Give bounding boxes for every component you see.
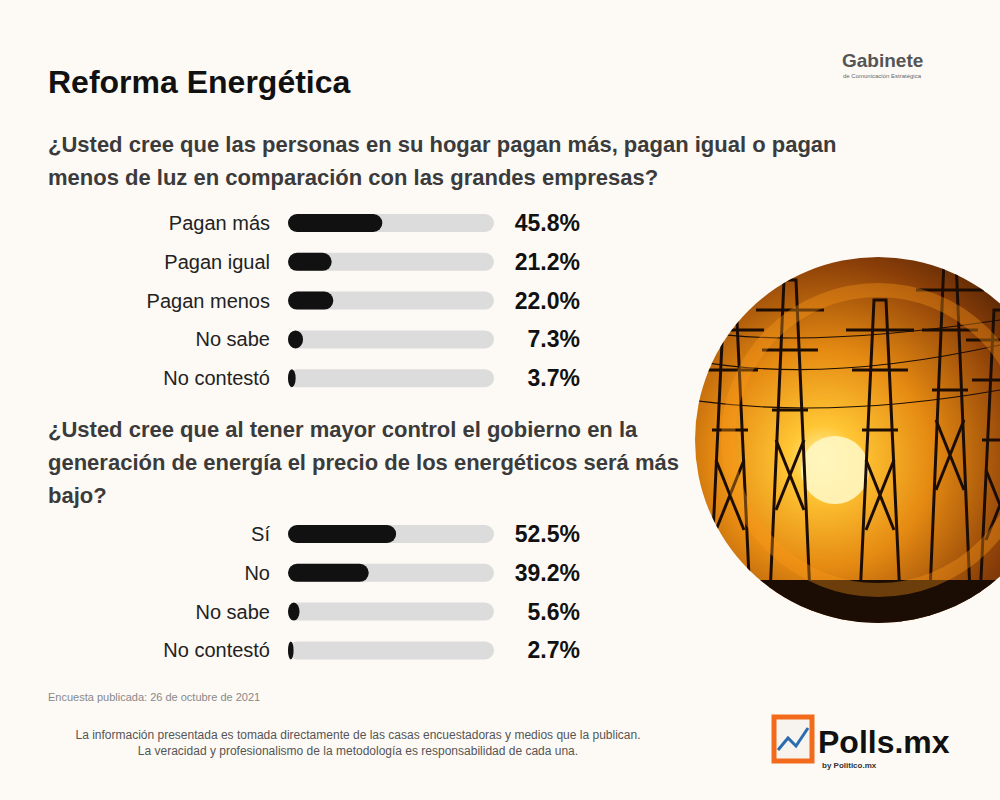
data-label: 45.8% xyxy=(515,210,580,236)
logo-subtitle: by Politico.mx xyxy=(822,761,876,771)
category-label: Sí xyxy=(251,523,270,545)
bar-track xyxy=(288,330,494,348)
category-label: No sabe xyxy=(196,601,271,623)
published-date: Encuesta publicada: 26 de octubre de 202… xyxy=(48,690,260,704)
data-label: 21.2% xyxy=(515,249,580,275)
bars xyxy=(288,525,396,659)
background-layer xyxy=(0,0,1000,800)
data-label: 2.7% xyxy=(528,637,580,663)
bar-track xyxy=(288,292,494,310)
category-label: No sabe xyxy=(196,328,271,350)
bar-tracks xyxy=(288,214,494,387)
photo xyxy=(690,250,1000,640)
page: Reforma Energética Gabinetede Comunicació… xyxy=(0,0,1000,800)
data-label: 22.0% xyxy=(515,288,580,314)
data-label: 52.5% xyxy=(515,521,580,547)
pylon-braces xyxy=(936,420,964,490)
bar xyxy=(288,525,396,543)
data-label: 7.3% xyxy=(528,326,580,352)
category-label: No contestó xyxy=(163,367,270,389)
bar xyxy=(288,330,303,348)
data-label: 5.6% xyxy=(528,599,580,625)
logo-text: Polls.mx xyxy=(818,724,950,760)
page-title: Reforma Energética xyxy=(48,64,350,100)
chart: Sí 52.5% No 39.2% No sabe 5.6% No contestó 2.7% xyxy=(163,521,580,663)
data-label: 39.2% xyxy=(515,560,580,586)
brand-subtitle: de Comunicación Estratégica xyxy=(843,72,921,80)
category-label: No contestó xyxy=(163,639,270,661)
pylon-braces xyxy=(776,440,804,510)
category-label: Pagan más xyxy=(169,212,270,234)
photo-sky xyxy=(690,250,1000,630)
pylon-braces xyxy=(866,460,894,530)
bar xyxy=(288,603,300,621)
category-label: No xyxy=(244,562,270,584)
chart-layer: Pagan más 45.8% Pagan igual 21.2% Pagan meno… xyxy=(0,0,1000,800)
bar xyxy=(288,564,369,582)
bar-tracks xyxy=(288,525,494,659)
data-label: 3.7% xyxy=(528,365,580,391)
disclaimer: La información presentada es tomada dire… xyxy=(18,728,698,743)
photo-sun xyxy=(801,436,869,504)
bar-track xyxy=(288,603,494,621)
category-label: Pagan menos xyxy=(147,290,270,312)
bar xyxy=(288,369,296,387)
bar-track xyxy=(288,214,494,232)
pylon-arms xyxy=(846,330,914,430)
bar-track xyxy=(288,369,494,387)
labels: Sí 52.5% No 39.2% No sabe 5.6% No contestó 2.7% xyxy=(163,521,580,663)
question-title: ¿Usted cree que las personas en su hogar… xyxy=(48,128,878,194)
logo-icon-line xyxy=(778,728,808,750)
bar-track xyxy=(288,525,494,543)
bar xyxy=(288,253,332,271)
bar xyxy=(288,292,333,310)
bar-track xyxy=(288,253,494,271)
photo-ring xyxy=(728,290,1000,590)
question-title: ¿Usted cree que al tener mayor control e… xyxy=(48,413,688,512)
chart: Pagan más 45.8% Pagan igual 21.2% Pagan meno… xyxy=(147,210,580,391)
bar xyxy=(288,214,382,232)
bar-track xyxy=(288,564,494,582)
logo-icon xyxy=(774,717,812,761)
bar xyxy=(288,641,294,659)
category-label: Pagan igual xyxy=(164,251,270,273)
disclaimer: La veracidad y profesionalismo de la met… xyxy=(18,744,698,759)
brand: Gabinete xyxy=(842,50,923,72)
bars xyxy=(288,214,382,387)
bar-track xyxy=(288,641,494,659)
labels: Pagan más 45.8% Pagan igual 21.2% Pagan meno… xyxy=(147,210,580,391)
